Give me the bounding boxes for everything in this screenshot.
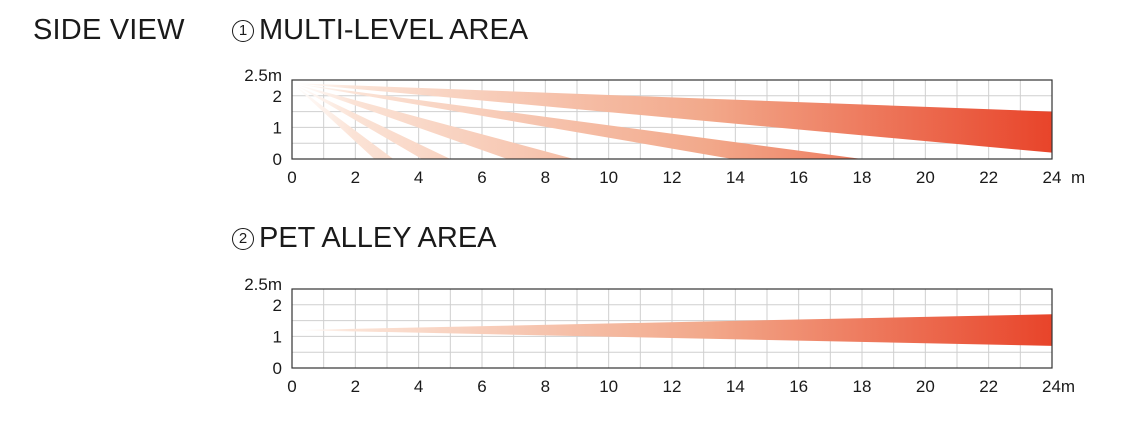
x-tick-label: 10 (599, 168, 618, 187)
y-tick-label: 2 (273, 296, 282, 315)
section-title-text: MULTI-LEVEL AREA (259, 14, 529, 46)
y-tick-label: 1 (273, 327, 282, 346)
x-tick-label: 12 (663, 168, 682, 187)
detection-beam (292, 314, 1052, 346)
y-tick-label: 2.5m (244, 275, 282, 294)
x-tick-label: 16 (789, 168, 808, 187)
section-title-text: PET ALLEY AREA (259, 222, 497, 254)
x-tick-label: 18 (853, 377, 872, 396)
x-tick-label: 2 (351, 168, 360, 187)
detection-beam (292, 83, 1052, 153)
x-tick-label: 4 (414, 377, 423, 396)
x-tick-label: 22 (979, 377, 998, 396)
x-tick-label: 6 (477, 377, 486, 396)
detection-beam (292, 83, 574, 159)
x-tick-label: 22 (979, 168, 998, 187)
x-tick-label: 4 (414, 168, 423, 187)
x-tick-label: 0 (287, 377, 296, 396)
x-tick-label: 12 (663, 377, 682, 396)
section-title-multi-level: 1 MULTI-LEVEL AREA (232, 14, 528, 47)
x-tick-label: 2 (351, 377, 360, 396)
y-tick-label: 2.5m (244, 66, 282, 85)
x-tick-label: 0 (287, 168, 296, 187)
chart-frame (291, 79, 1053, 160)
section-title-pet-alley: 2 PET ALLEY AREA (232, 222, 497, 255)
x-tick-label: 18 (853, 168, 872, 187)
x-tick-label: 16 (789, 377, 808, 396)
x-tick-label: 14 (726, 168, 745, 187)
x-tick-label: 20 (916, 377, 935, 396)
y-tick-label: 0 (273, 359, 282, 378)
y-tick-label: 0 (273, 150, 282, 169)
x-tick-label: 6 (477, 168, 486, 187)
detection-beam (292, 83, 394, 159)
x-tick-label: 24m (1042, 377, 1075, 396)
y-tick-label: 2 (273, 87, 282, 106)
circled-number-1: 1 (232, 19, 254, 42)
side-view-label: SIDE VIEW (33, 14, 185, 46)
x-unit-label: m (1071, 168, 1085, 187)
x-tick-label: 14 (726, 377, 745, 396)
x-tick-label: 10 (599, 377, 618, 396)
y-tick-label: 1 (273, 118, 282, 137)
x-tick-label: 8 (541, 168, 550, 187)
detection-beam (292, 83, 451, 159)
x-tick-label: 20 (916, 168, 935, 187)
circled-number-2: 2 (232, 227, 254, 250)
chart-frame (291, 288, 1053, 369)
detection-beam (292, 83, 862, 159)
x-tick-label: 8 (541, 377, 550, 396)
x-tick-label: 24 (1043, 168, 1062, 187)
